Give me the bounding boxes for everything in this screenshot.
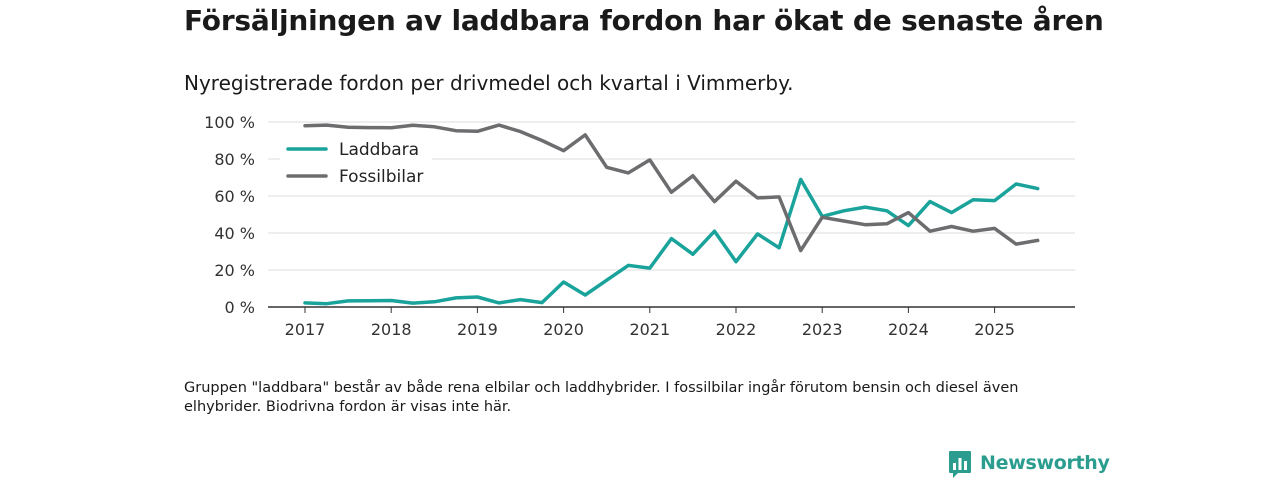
series-lines — [303, 123, 1040, 306]
series-line-fossilbilar — [303, 123, 1040, 253]
chart-subtitle: Nyregistrerade fordon per drivmedel och … — [184, 71, 794, 95]
x-tick-label: 2019 — [457, 320, 498, 339]
x-tick-label: 2017 — [285, 320, 326, 339]
y-tick-label: 0 % — [225, 298, 255, 317]
legend-label: Laddbara — [339, 140, 419, 160]
legend-background — [280, 134, 432, 190]
y-tick-label: 40 % — [214, 224, 255, 243]
y-tick-label: 60 % — [214, 187, 255, 206]
series-line-laddbara — [303, 177, 1040, 306]
x-tick-label: 2024 — [888, 320, 929, 339]
x-tick-label: 2023 — [802, 320, 843, 339]
brand-logo[interactable]: Newsworthy — [948, 450, 1110, 480]
brand-name: Newsworthy — [980, 452, 1110, 474]
chart-title: Försäljningen av laddbara fordon har öka… — [184, 4, 1104, 37]
axes: 0 % 20 % 40 % 60 % 80 % 100 % 2017 2018 2019 2020… — [204, 113, 1075, 339]
x-tick-label: 2025 — [974, 320, 1015, 339]
bar-chart-speech-bubble-icon — [949, 451, 971, 478]
legend-label: Fossilbilar — [339, 167, 423, 187]
y-tick-label: 100 % — [204, 113, 255, 132]
x-tick-label: 2020 — [543, 320, 584, 339]
y-tick-label: 80 % — [214, 150, 255, 169]
line-chart: 0 % 20 % 40 % 60 % 80 % 100 % 2017 2018 2019 2020… — [204, 113, 1075, 339]
x-tick-label: 2018 — [371, 320, 412, 339]
footnote: Gruppen "laddbara" består av både rena e… — [184, 380, 1019, 415]
legend: Laddbara Fossilbilar — [280, 134, 432, 190]
x-tick-label: 2021 — [629, 320, 670, 339]
y-tick-label: 20 % — [214, 261, 255, 280]
x-tick-label: 2022 — [716, 320, 757, 339]
